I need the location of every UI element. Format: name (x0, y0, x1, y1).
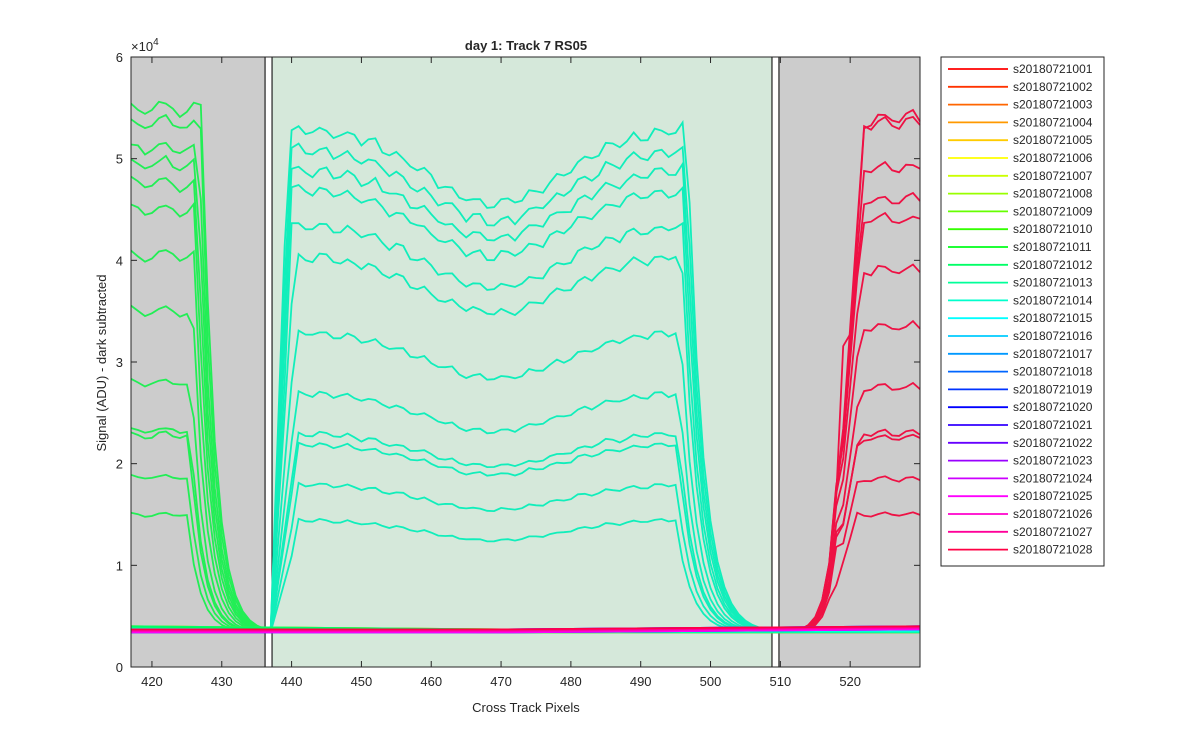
legend-box (940, 56, 1105, 567)
legend-label: s20180721023 (1013, 454, 1093, 468)
legend-label: s20180721006 (1013, 151, 1093, 165)
legend-label: s20180721013 (1013, 276, 1093, 290)
x-tick-label: 470 (490, 674, 512, 689)
left-trace (130, 100, 271, 631)
middle-trace (269, 389, 774, 633)
legend-label: s20180721009 (1013, 204, 1093, 218)
legend-label: s20180721025 (1013, 489, 1093, 503)
legend-label: s20180721003 (1013, 98, 1093, 112)
middle-trace (269, 441, 774, 633)
middle-trace (269, 119, 774, 633)
middle-trace (269, 329, 774, 633)
y-axis-exponent: ×104 (131, 37, 159, 54)
y-axis-ticks: 0 1 2 3 4 5 6 (116, 50, 920, 675)
middle-trace (269, 221, 774, 633)
legend-label: s20180721028 (1013, 543, 1093, 557)
middle-trace (269, 481, 774, 633)
y-tick-label: 3 (116, 355, 123, 370)
legend-label: s20180721017 (1013, 347, 1093, 361)
signal-traces (130, 100, 921, 634)
legend-label: s20180721007 (1013, 169, 1093, 183)
chart-title: day 1: Track 7 RS05 (465, 38, 587, 53)
legend-label: s20180721008 (1013, 187, 1093, 201)
legend-label: s20180721016 (1013, 329, 1093, 343)
legend-label: s20180721004 (1013, 115, 1093, 129)
baseline-trace (131, 627, 921, 633)
baseline-trace (131, 625, 921, 631)
legend-label: s20180721011 (1013, 240, 1092, 254)
x-tick-label: 440 (281, 674, 303, 689)
x-tick-label: 420 (141, 674, 163, 689)
y-axis-label: Signal (ADU) - dark subtracted (94, 274, 109, 451)
legend-label: s20180721027 (1013, 525, 1093, 539)
plot-regions (131, 57, 920, 667)
x-tick-label: 520 (839, 674, 861, 689)
legend-label: s20180721010 (1013, 222, 1093, 236)
left-trace (130, 154, 271, 632)
x-axis-ticks: 420 430 440 450 460 470 480 490 500 510 520 (141, 57, 861, 689)
y-tick-label: 4 (116, 253, 123, 268)
region-boundaries (264, 57, 780, 667)
legend-label: s20180721012 (1013, 258, 1093, 272)
x-tick-label: 490 (630, 674, 652, 689)
x-tick-label: 510 (770, 674, 792, 689)
x-tick-label: 460 (420, 674, 442, 689)
legend-label: s20180721022 (1013, 436, 1093, 450)
legend-label: s20180721021 (1013, 418, 1093, 432)
middle-trace (269, 183, 774, 633)
y-tick-label: 2 (116, 457, 123, 472)
y-tick-label: 1 (116, 558, 123, 573)
legend-label: s20180721014 (1013, 293, 1093, 307)
middle-trace (269, 430, 774, 633)
x-axis-label: Cross Track Pixels (472, 700, 580, 715)
legend-label: s20180721015 (1013, 311, 1093, 325)
left-trace (130, 175, 271, 632)
y-tick-label: 5 (116, 152, 123, 167)
y-tick-label: 6 (116, 50, 123, 65)
middle-trace (269, 252, 774, 633)
middle-trace (269, 142, 774, 633)
legend-label: s20180721001 (1013, 62, 1093, 76)
legend: s20180721001 s20180721002 s20180721003 s201… (940, 56, 1105, 567)
legend-label: s20180721002 (1013, 80, 1093, 94)
x-tick-label: 430 (211, 674, 233, 689)
legend-label: s20180721018 (1013, 365, 1093, 379)
baseline-trace (131, 626, 921, 632)
legend-items: s20180721001 s20180721002 s20180721003 s201… (948, 62, 1093, 557)
left-trace (130, 201, 271, 633)
legend-label: s20180721019 (1013, 382, 1093, 396)
x-tick-label: 480 (560, 674, 582, 689)
legend-label: s20180721005 (1013, 133, 1093, 147)
legend-label: s20180721026 (1013, 507, 1093, 521)
baseline-trace (131, 628, 921, 634)
middle-trace (269, 517, 774, 634)
middle-trace (269, 161, 774, 633)
legend-label: s20180721024 (1013, 471, 1093, 485)
left-trace (130, 141, 271, 632)
x-tick-label: 500 (700, 674, 722, 689)
y-tick-label: 0 (116, 660, 123, 675)
legend-label: s20180721020 (1013, 400, 1093, 414)
x-tick-label: 450 (351, 674, 373, 689)
